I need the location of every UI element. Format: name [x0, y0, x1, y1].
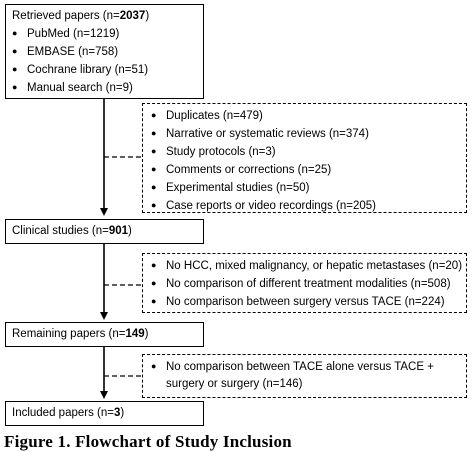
bullet-icon: ● — [12, 46, 18, 56]
list-item: ● Study protocols (n=3) — [151, 143, 460, 161]
bullet-icon: ● — [151, 128, 157, 138]
figure-caption: Figure 1. Flowchart of Study Inclusion — [4, 432, 292, 451]
list-item: ● Narrative or systematic reviews (n=374) — [151, 125, 460, 143]
list-item: ● No comparison between TACE alone versus… — [151, 358, 460, 376]
bullet-icon: ● — [151, 164, 157, 174]
bullet-icon: ● — [151, 182, 157, 192]
box-exclusions-comparison: ● No comparison between TACE alone versus… — [142, 354, 467, 398]
list-item: ● No comparison of different treatment mo… — [151, 275, 460, 293]
bullet-icon: ● — [151, 278, 157, 288]
box-included-papers: Included papers (n=3) — [5, 401, 204, 426]
list-item: ● Cochrane library (n=51) — [12, 61, 197, 79]
list-item: ● EMBASE (n=758) — [12, 43, 197, 61]
bullet-icon: ● — [151, 361, 157, 371]
box-exclusions-eligibility: ● No HCC, mixed malignancy, or hepatic me… — [142, 253, 467, 313]
box-clinical-studies: Clinical studies (n=901) — [5, 219, 204, 244]
bullet-icon: ● — [12, 82, 18, 92]
list-item: ● PubMed (n=1219) — [12, 25, 197, 43]
included-heading: Included papers (n=3) — [12, 407, 125, 419]
bullet-icon: ● — [151, 260, 157, 270]
clinical-heading: Clinical studies (n=901) — [12, 225, 132, 237]
bullet-icon: ● — [151, 146, 157, 156]
box-remaining-papers: Remaining papers (n=149) — [5, 322, 204, 347]
box-retrieved-papers: Retrieved papers (n=2037) ● PubMed (n=121… — [5, 4, 204, 99]
retrieved-heading: Retrieved papers (n=2037) — [12, 10, 150, 22]
remaining-heading: Remaining papers (n=149) — [12, 328, 149, 340]
list-item-continuation: surgery or surgery (n=146) — [166, 378, 303, 390]
list-item: ● Comments or corrections (n=25) — [151, 161, 460, 179]
bullet-icon: ● — [151, 200, 157, 210]
list-item: ● No comparison between surgery versus TA… — [151, 293, 460, 311]
bullet-icon: ● — [151, 110, 157, 120]
list-item: ● Experimental studies (n=50) — [151, 179, 460, 197]
list-item: ● Manual search (n=9) — [12, 79, 197, 97]
list-item: ● Case reports or video recordings (n=205… — [151, 197, 460, 215]
bullet-icon: ● — [151, 296, 157, 306]
box-exclusions-screening: ● Duplicates (n=479) ● Narrative or system… — [142, 103, 467, 213]
list-item: ● Duplicates (n=479) — [151, 107, 460, 125]
bullet-icon: ● — [12, 64, 18, 74]
bullet-icon: ● — [12, 28, 18, 38]
list-item: ● No HCC, mixed malignancy, or hepatic me… — [151, 257, 462, 275]
